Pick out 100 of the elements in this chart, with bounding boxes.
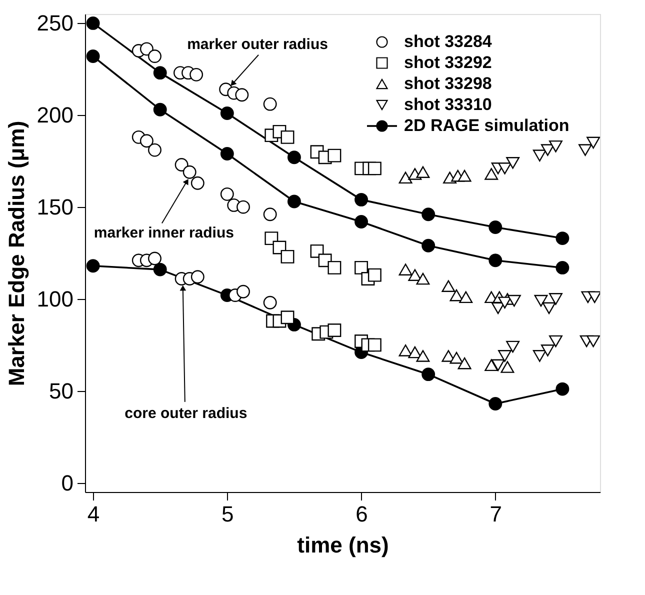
point [354,215,368,228]
point [422,208,436,222]
point [506,340,520,353]
point [148,143,162,157]
point [328,260,342,274]
point [488,220,502,234]
point [153,66,167,80]
point [86,259,100,273]
point [498,162,512,174]
point [398,344,412,356]
point [280,130,294,144]
point [588,291,600,304]
point [586,335,600,348]
x-tick-label: 6 [356,502,368,526]
point [190,176,204,190]
point [328,148,342,162]
point [328,323,342,337]
point [450,352,464,364]
point [484,359,498,372]
point [236,200,250,214]
point [153,102,167,116]
point [488,397,502,410]
point [398,172,412,184]
point [190,68,204,82]
point [368,338,382,352]
point [556,382,570,396]
point [549,293,562,305]
point [86,50,100,63]
point [86,16,100,30]
point [263,296,277,310]
point [488,254,502,268]
point [368,268,382,282]
point [578,144,592,156]
point [507,294,521,307]
legend-label: 2D RAGE simulation [404,116,570,135]
point [287,194,301,208]
y-axis-title: Marker Edge Radius (μm) [4,120,29,386]
point [556,260,570,274]
point [354,192,368,206]
legend-label: shot 33292 [404,53,492,72]
point [220,147,234,160]
point [140,42,154,56]
point [148,50,162,63]
point [190,270,204,284]
point [484,168,498,180]
point [586,136,600,149]
point [422,368,436,382]
point [532,150,546,162]
point [458,357,472,370]
x-tick-label: 4 [87,502,100,526]
point [540,144,554,156]
point [153,262,167,276]
point [140,134,154,148]
point [459,291,473,304]
y-tick-label: 0 [61,470,74,496]
legend-label: shot 33298 [404,74,492,93]
point [450,289,464,302]
point [540,344,554,356]
annotation: marker outer radius [187,36,328,53]
y-tick-label: 200 [36,102,74,128]
point [534,294,548,307]
point [236,284,250,298]
point [556,232,570,246]
point [280,310,294,324]
y-tick-label: 50 [49,378,74,404]
point [542,302,556,314]
point [287,150,301,164]
point [422,238,436,252]
x-axis-title: time (ns) [297,532,389,558]
point [506,157,520,169]
point [498,350,512,362]
point [235,88,249,102]
point [220,106,234,120]
annotation: marker inner radius [94,224,234,242]
point [368,162,382,176]
point [354,260,368,274]
point [498,296,512,309]
point [500,361,514,373]
point [263,208,277,222]
y-tick-label: 100 [36,286,74,312]
point [263,97,277,111]
y-tick-label: 150 [36,194,74,220]
point [458,170,472,182]
annotation: core outer radius [124,404,248,422]
point [416,350,430,362]
point [280,250,294,264]
x-tick-label: 7 [490,502,502,526]
point [549,335,562,348]
point [398,264,412,276]
point [442,280,456,292]
legend-label: shot 33284 [404,32,492,51]
point [408,346,422,358]
point [182,165,196,179]
point [220,187,234,201]
point [148,252,162,266]
point [532,350,546,362]
point [549,140,562,152]
y-tick-label: 250 [36,10,74,36]
point [416,272,430,285]
legend-label: shot 33310 [404,95,492,114]
